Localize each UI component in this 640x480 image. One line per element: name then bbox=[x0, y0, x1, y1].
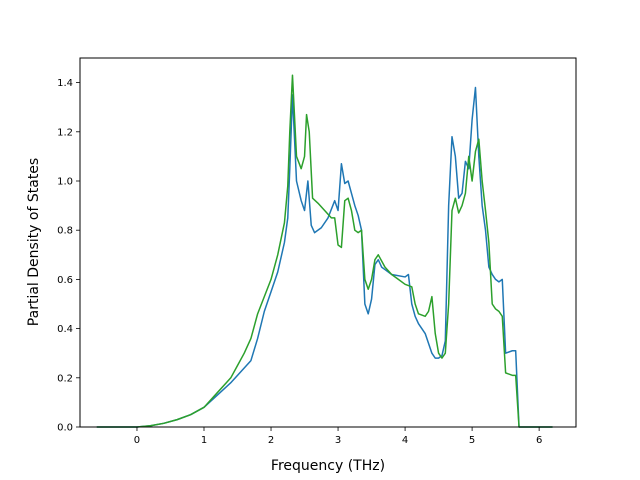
y-tick-label: 0.8 bbox=[57, 226, 73, 237]
x-tick-label: 3 bbox=[335, 435, 341, 446]
y-tick-label: 1.4 bbox=[57, 78, 73, 89]
plot-lines bbox=[96, 74, 553, 428]
series-line-2 bbox=[96, 74, 553, 428]
series-line-1 bbox=[96, 86, 553, 428]
y-tick-label: 1.2 bbox=[57, 127, 73, 138]
x-tick-label: 1 bbox=[201, 435, 207, 446]
x-axis-label: Frequency (THz) bbox=[271, 458, 385, 474]
y-axis-label: Partial Density of States bbox=[26, 158, 42, 326]
x-tick-label: 5 bbox=[469, 435, 475, 446]
y-tick-label: 0.6 bbox=[57, 275, 73, 286]
x-axis-ticks: 0 1 2 3 4 5 6 bbox=[134, 427, 542, 446]
y-axis-ticks: 0.0 0.2 0.4 0.6 0.8 1.0 1.2 1.4 bbox=[57, 78, 80, 434]
y-tick-label: 1.0 bbox=[57, 177, 73, 188]
plot-frame bbox=[79, 57, 577, 428]
y-tick-label: 0.0 bbox=[57, 423, 73, 434]
x-tick-label: 2 bbox=[268, 435, 274, 446]
x-tick-label: 6 bbox=[536, 435, 542, 446]
x-tick-label: 4 bbox=[402, 435, 408, 446]
x-tick-label: 0 bbox=[134, 435, 140, 446]
y-tick-label: 0.4 bbox=[57, 324, 73, 335]
y-tick-label: 0.2 bbox=[57, 373, 73, 384]
